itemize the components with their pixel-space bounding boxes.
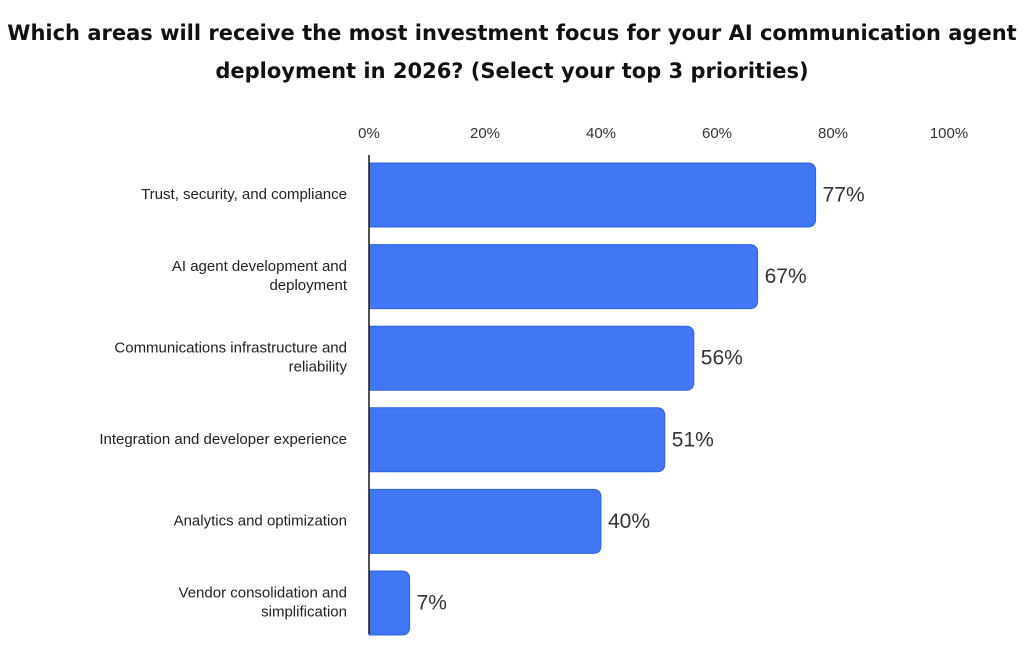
data-label: 67% (765, 265, 807, 288)
data-label: 7% (417, 592, 447, 615)
data-label: 51% (672, 428, 714, 451)
x-tick-label: 80% (818, 125, 848, 142)
category-label: Trust, security, and compliance (141, 186, 347, 203)
bar (368, 407, 666, 473)
x-tick-label: 100% (930, 125, 968, 142)
category-label: Vendor consolidation and (179, 584, 347, 601)
category-label: deployment (269, 277, 347, 294)
chart-title: Which areas will receive the most invest… (0, 14, 1024, 90)
category-label: Analytics and optimization (174, 512, 347, 529)
category-label: reliability (289, 359, 348, 376)
category-label: AI agent development and (172, 258, 347, 275)
data-label: 40% (608, 510, 650, 533)
x-tick-label: 60% (702, 125, 732, 142)
bar (368, 570, 411, 636)
bar (368, 325, 695, 391)
data-label: 77% (823, 184, 865, 207)
bar (368, 488, 602, 554)
bar (368, 162, 817, 228)
x-tick-label: 40% (586, 125, 616, 142)
bar (368, 244, 759, 310)
chart-title-line-2: deployment in 2026? (Select your top 3 p… (215, 59, 809, 83)
category-label: Integration and developer experience (99, 431, 347, 448)
category-label: Communications infrastructure and (114, 340, 347, 357)
x-tick-label: 0% (358, 125, 380, 142)
chart-title-line-1: Which areas will receive the most invest… (7, 21, 1017, 45)
x-tick-label: 20% (470, 125, 500, 142)
data-label: 56% (701, 347, 743, 370)
category-label: simplification (261, 603, 347, 620)
